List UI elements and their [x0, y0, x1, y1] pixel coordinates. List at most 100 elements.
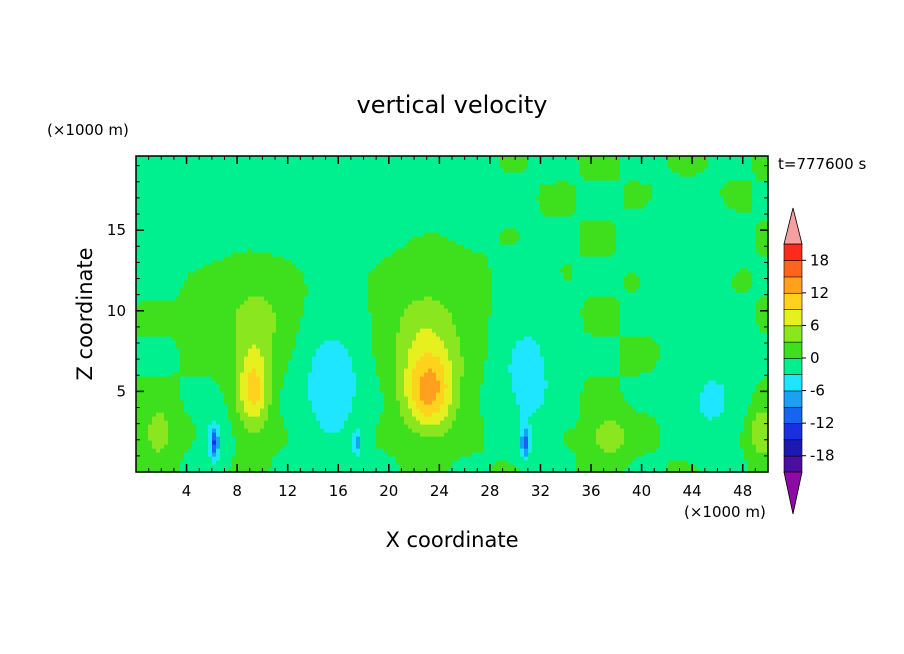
- heatmap-cell: [184, 244, 189, 249]
- heatmap-cell: [192, 460, 197, 465]
- heatmap-cell: [156, 440, 161, 445]
- heatmap-cell: [292, 456, 297, 461]
- heatmap-cell: [176, 340, 181, 345]
- heatmap-cell: [276, 352, 281, 357]
- heatmap-cell: [364, 296, 369, 301]
- heatmap-cell: [280, 384, 285, 389]
- heatmap-cell: [152, 460, 157, 465]
- heatmap-cell: [288, 180, 293, 185]
- heatmap-cell: [192, 332, 197, 337]
- heatmap-cell: [376, 292, 381, 297]
- heatmap-cell: [328, 440, 333, 445]
- heatmap-cell: [240, 260, 245, 265]
- heatmap-cell: [336, 252, 341, 257]
- heatmap-cell: [324, 388, 329, 393]
- heatmap-cell: [212, 244, 217, 249]
- heatmap-cell: [188, 376, 193, 381]
- heatmap-cell: [256, 160, 261, 165]
- heatmap-cell: [224, 212, 229, 217]
- heatmap-cell: [324, 416, 329, 421]
- heatmap-cell: [288, 300, 293, 305]
- heatmap-cell: [356, 160, 361, 165]
- heatmap-cell: [176, 416, 181, 421]
- heatmap-cell: [164, 412, 169, 417]
- heatmap-cell: [272, 184, 277, 189]
- heatmap-cell: [372, 356, 377, 361]
- heatmap-cell: [332, 172, 337, 177]
- heatmap-cell: [252, 292, 257, 297]
- heatmap-cell: [296, 168, 301, 173]
- heatmap-cell: [136, 400, 141, 405]
- heatmap-cell: [312, 324, 317, 329]
- y-unit-label: (×1000 m): [47, 121, 129, 139]
- heatmap-cell: [136, 372, 141, 377]
- heatmap-cell: [152, 384, 157, 389]
- heatmap-cell: [160, 400, 165, 405]
- heatmap-cell: [228, 184, 233, 189]
- heatmap-cell: [352, 240, 357, 245]
- heatmap-cell: [348, 272, 353, 277]
- heatmap-cell: [244, 392, 249, 397]
- heatmap-cell: [196, 452, 201, 457]
- heatmap-cell: [216, 356, 221, 361]
- heatmap-cell: [324, 260, 329, 265]
- heatmap-cell: [240, 232, 245, 237]
- heatmap-cell: [212, 160, 217, 165]
- heatmap-cell: [196, 168, 201, 173]
- heatmap-cell: [240, 240, 245, 245]
- heatmap-cell: [260, 192, 265, 197]
- heatmap-cell: [372, 400, 377, 405]
- heatmap-cell: [316, 336, 321, 341]
- heatmap-cell: [248, 224, 253, 229]
- heatmap-cell: [364, 460, 369, 465]
- heatmap-cell: [184, 208, 189, 213]
- heatmap-cell: [160, 372, 165, 377]
- heatmap-cell: [236, 388, 241, 393]
- heatmap-cell: [264, 172, 269, 177]
- heatmap-cell: [376, 436, 381, 441]
- heatmap-cell: [200, 324, 205, 329]
- heatmap-cell: [328, 464, 333, 469]
- heatmap-cell: [328, 248, 333, 253]
- heatmap-cell: [208, 176, 213, 181]
- heatmap-cell: [288, 336, 293, 341]
- heatmap-cell: [216, 324, 221, 329]
- heatmap-cell: [312, 336, 317, 341]
- heatmap-cell: [340, 304, 345, 309]
- heatmap-cell: [260, 224, 265, 229]
- heatmap-cell: [140, 444, 145, 449]
- heatmap-cell: [356, 464, 361, 469]
- heatmap-cell: [364, 264, 369, 269]
- heatmap-cell: [200, 404, 205, 409]
- heatmap-cell: [340, 236, 345, 241]
- heatmap-cell: [224, 412, 229, 417]
- heatmap-cell: [376, 324, 381, 329]
- heatmap-cell: [328, 340, 333, 345]
- heatmap-cell: [320, 184, 325, 189]
- heatmap-cell: [208, 348, 213, 353]
- heatmap-cell: [352, 248, 357, 253]
- heatmap-cell: [216, 332, 221, 337]
- heatmap-cell: [288, 296, 293, 301]
- heatmap-cell: [148, 376, 153, 381]
- heatmap-cell: [388, 440, 393, 445]
- heatmap-cell: [380, 352, 385, 357]
- heatmap-cell: [308, 416, 313, 421]
- heatmap-cell: [208, 344, 213, 349]
- heatmap-cell: [212, 176, 217, 181]
- heatmap-cell: [368, 196, 373, 201]
- heatmap-cell: [252, 432, 257, 437]
- heatmap-cell: [308, 156, 313, 161]
- heatmap-cell: [148, 156, 153, 161]
- heatmap-cell: [220, 464, 225, 469]
- heatmap-cell: [264, 376, 269, 381]
- heatmap-cell: [184, 384, 189, 389]
- heatmap-cell: [164, 360, 169, 365]
- heatmap-cell: [268, 400, 273, 405]
- heatmap-cell: [236, 332, 241, 337]
- heatmap-cell: [300, 168, 305, 173]
- heatmap-cell: [136, 468, 141, 473]
- heatmap-cell: [292, 212, 297, 217]
- heatmap-cell: [284, 384, 289, 389]
- heatmap-cell: [208, 300, 213, 305]
